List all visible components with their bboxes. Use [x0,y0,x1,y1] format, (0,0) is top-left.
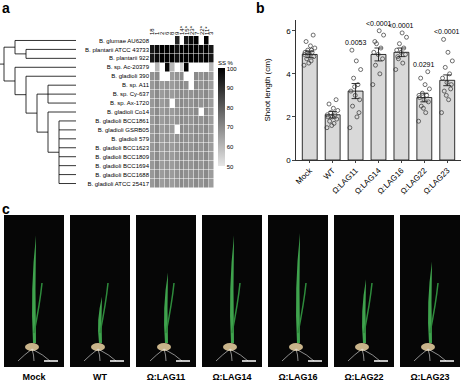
html-text:a: a [2,0,10,16]
svg-text:0.0053: 0.0053 [345,39,367,46]
svg-text:4: 4 [286,70,291,79]
html-text:Ω:LAG23: Ω:LAG23 [410,372,450,382]
svg-text:0: 0 [286,156,291,165]
svg-text:Ω:LAG23: Ω:LAG23 [422,166,452,196]
svg-text:9: 9 [174,31,180,35]
svg-text:60: 60 [227,144,234,150]
svg-text:15*: 15* [184,25,190,35]
svg-text:Mock: Mock [294,166,315,187]
html-text:b: b [256,0,265,16]
svg-text:11*: 11* [204,26,210,35]
svg-text:80: 80 [227,105,234,111]
svg-text:1: 1 [154,31,160,35]
svg-text:50: 50 [227,164,234,170]
svg-text:B. gladioli 579: B. gladioli 579 [111,136,149,142]
svg-text:B. sp. Ax-1720: B. sp. Ax-1720 [110,100,150,106]
html-text:Ω:LAG22: Ω:LAG22 [344,372,384,382]
svg-text:70: 70 [227,124,234,130]
html-text:c: c [2,201,10,217]
svg-text:B. sp. A11: B. sp. A11 [122,82,150,88]
svg-text:B. gladioli BCC1623: B. gladioli BCC1623 [95,145,149,151]
svg-text:0.0291: 0.0291 [413,61,435,68]
svg-text:SS %: SS % [218,60,234,66]
svg-text:90: 90 [227,85,234,91]
svg-text:100: 100 [227,66,238,72]
svg-text:WT: WT [322,166,337,181]
svg-text:3: 3 [208,31,214,35]
svg-text:Ω:LAG14: Ω:LAG14 [353,166,383,196]
svg-text:Ω:LAG11: Ω:LAG11 [330,166,360,196]
svg-text:<0.0001: <0.0001 [388,22,414,29]
svg-text:B. gladioli ATCC 25417: B. gladioli ATCC 25417 [87,181,149,187]
svg-text:2: 2 [286,113,291,122]
svg-text:B. gladioli BCC1861: B. gladioli BCC1861 [95,118,149,124]
svg-text:Ω:LAG22: Ω:LAG22 [399,166,429,196]
html-text:Ω:LAG16: Ω:LAG16 [278,372,318,382]
svg-text:B. plantarii ATCC 43733: B. plantarii ATCC 43733 [85,47,150,53]
svg-text:<0.0001: <0.0001 [366,20,392,27]
svg-text:B. gladioli GSRB05: B. gladioli GSRB05 [98,127,150,133]
svg-text:2: 2 [159,31,165,35]
svg-text:Shoot length (cm): Shoot length (cm) [263,58,272,121]
svg-text:B. gladioli BCC1688: B. gladioli BCC1688 [95,172,149,178]
svg-text:B. glumae AU6208: B. glumae AU6208 [99,38,150,44]
svg-text:14*: 14* [179,25,185,35]
html-text:Ω:LAG14: Ω:LAG14 [212,372,252,382]
svg-text:6: 6 [286,27,291,36]
html-text:WT: WT [93,372,107,382]
svg-text:8: 8 [169,31,175,35]
svg-text:B. gladioli Co14: B. gladioli Co14 [107,109,150,115]
svg-text:<0.0001: <0.0001 [434,28,460,35]
svg-text:B. sp. Ac-20379: B. sp. Ac-20379 [107,64,150,70]
svg-text:23*: 23* [189,25,195,35]
svg-text:B. gladioli BCC1694: B. gladioli BCC1694 [95,163,149,169]
svg-text:Ω:LAG16: Ω:LAG16 [376,166,406,196]
svg-text:22*: 22* [199,25,205,35]
svg-text:B. gladioli BCC1809: B. gladioli BCC1809 [95,154,149,160]
svg-text:18: 18 [149,28,155,35]
html-text:Ω:LAG11: Ω:LAG11 [146,372,186,382]
svg-text:6: 6 [164,31,170,35]
svg-text:B. gladioli 390: B. gladioli 390 [111,73,149,79]
svg-text:B. plantarii 922: B. plantarii 922 [109,55,150,61]
html-text:Mock: Mock [22,372,46,382]
svg-text:B. sp. Cy-637: B. sp. Cy-637 [113,91,150,97]
svg-text:7: 7 [194,31,200,35]
